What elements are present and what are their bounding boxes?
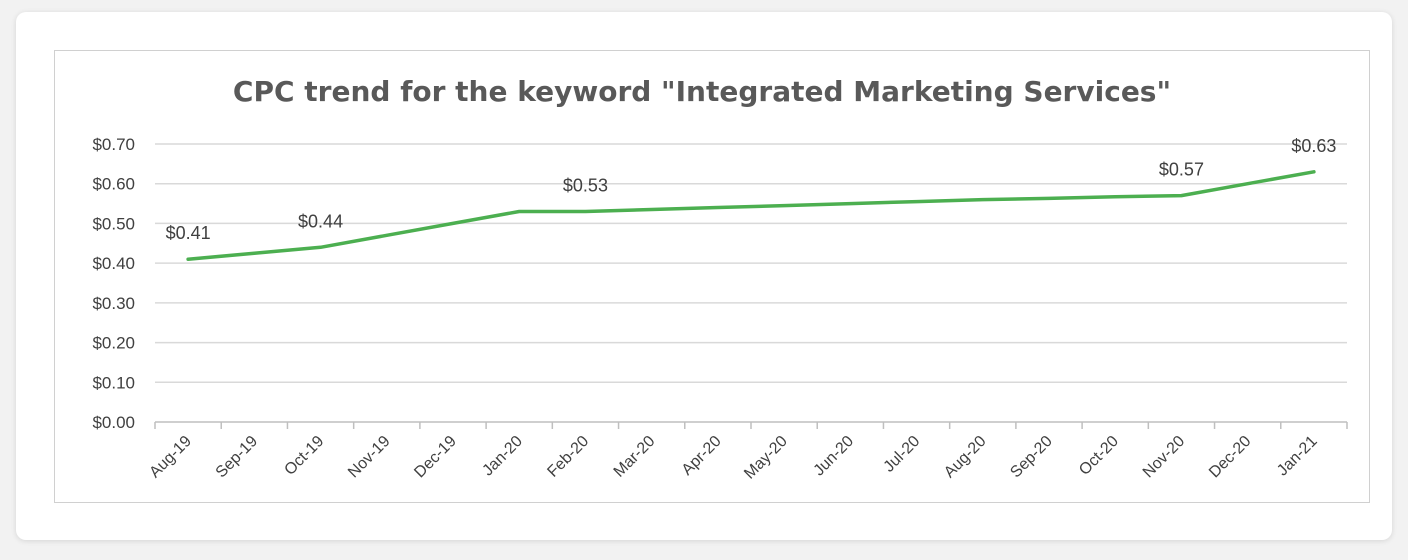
y-tick-label: $0.60 [92,175,135,194]
y-tick-label: $0.10 [92,373,135,392]
x-tick-label: Jun-20 [811,433,858,480]
y-tick-label: $0.20 [92,334,135,353]
chart-card: CPC trend for the keyword "Integrated Ma… [16,12,1392,540]
series-line [186,170,1316,261]
x-tick-label: Jan-20 [479,433,526,480]
y-tick-label: $0.50 [92,214,135,233]
x-tick-label: Apr-20 [679,433,725,479]
x-tick-label: Aug-19 [146,433,195,482]
y-tick-label: $0.00 [92,413,135,432]
x-tick-label: Mar-20 [611,433,659,481]
data-label: $0.41 [166,223,211,243]
chart-title: CPC trend for the keyword "Integrated Ma… [233,75,1171,108]
x-tick-label: Oct-20 [1076,433,1122,479]
x-tick-label: Sep-19 [213,433,262,482]
x-tick-label: Jul-20 [881,433,924,476]
x-tick-label: Feb-20 [544,433,592,481]
y-tick-label: $0.40 [92,254,135,273]
x-tick-label: Aug-20 [941,433,990,482]
x-tick-label: Sep-20 [1007,433,1056,482]
x-tick-label: Oct-19 [281,433,327,479]
data-label: $0.53 [563,176,608,196]
x-tick-label: Dec-20 [1206,433,1255,482]
x-tick-label: Dec-19 [411,433,460,482]
x-tick-label: Nov-19 [345,433,394,482]
data-label: $0.63 [1291,136,1336,156]
x-axis: Aug-19 Sep-19 Oct-19 Nov-19 Dec-19 Jan-20 Feb-… [146,421,1348,483]
x-tick-label: May-20 [741,433,791,483]
gridlines [155,143,1347,384]
line-chart: CPC trend for the keyword "Integrated Ma… [92,75,1348,483]
data-label: $0.57 [1159,160,1204,180]
series-group [186,170,1316,261]
x-tick-label: Nov-20 [1140,433,1189,482]
y-axis-ticks: $0.00 $0.10 $0.20 $0.30 $0.40 $0.50 $0.60 $0.70 [92,135,135,432]
y-tick-label: $0.30 [92,294,135,313]
y-tick-label: $0.70 [92,135,135,154]
x-tick-label: Jan-21 [1274,433,1321,480]
data-label: $0.44 [298,211,343,231]
data-labels: $0.41 $0.44 $0.53 $0.57 $0.63 [166,136,1337,243]
chart-frame: CPC trend for the keyword "Integrated Ma… [54,50,1370,503]
